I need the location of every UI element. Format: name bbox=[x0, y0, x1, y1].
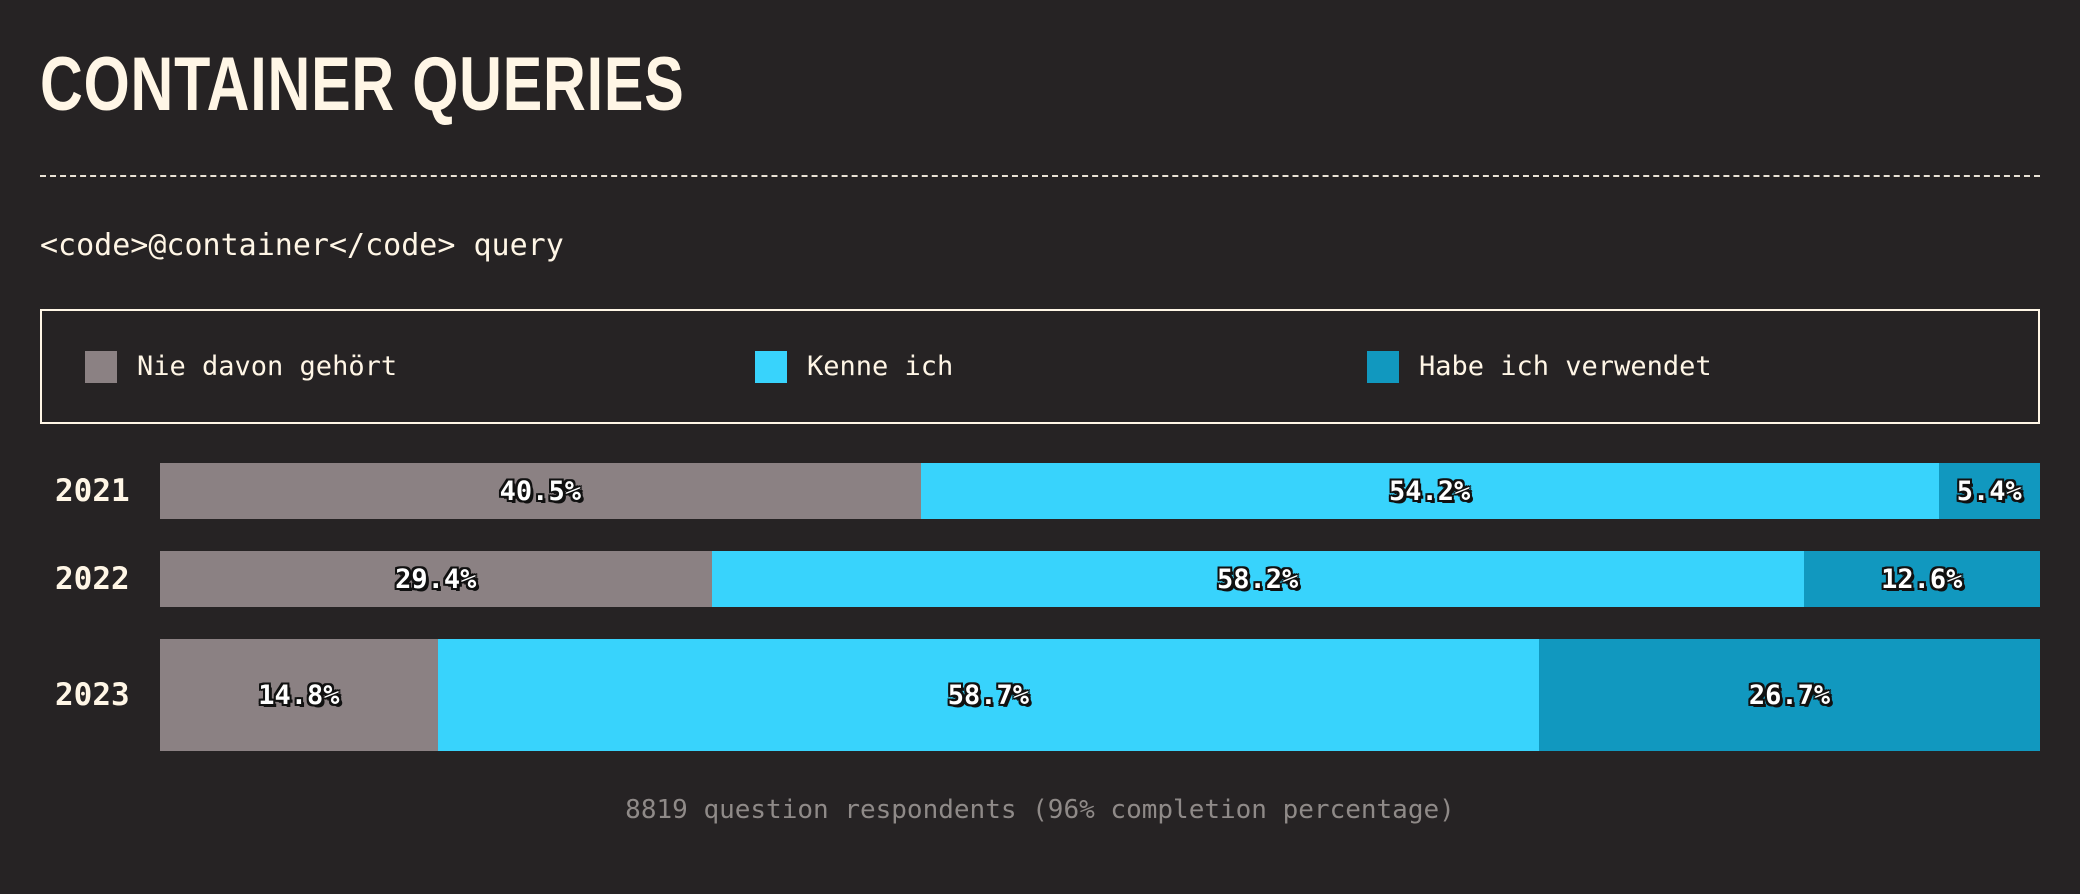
bar-segment-2023-kenne-ich: 58.7% bbox=[437, 639, 1540, 751]
respondents-note: 8819 question respondents (96% completio… bbox=[625, 795, 1455, 825]
bar-segment-2023-habe-ich-verwendet: 26.7% bbox=[1539, 639, 2040, 751]
legend-label-kenne-ich: Kenne ich bbox=[807, 351, 954, 382]
bar-segment-2022-habe-ich-verwendet: 12.6% bbox=[1803, 551, 2040, 607]
data-label-2022-kenne-ich: 58.2% bbox=[1216, 563, 1299, 595]
chart-subtitle: <code>@container</code> query bbox=[40, 228, 564, 263]
bar-segment-2022-kenne-ich: 58.2% bbox=[711, 551, 1804, 607]
bar-segment-2021-nie-davon-gehoert: 40.5% bbox=[160, 463, 921, 519]
chart-legend: Nie davon gehört Kenne ich Habe ich verw… bbox=[40, 309, 2040, 424]
dashed-divider bbox=[40, 175, 2040, 177]
data-label-2021-nie-davon-gehoert: 40.5% bbox=[499, 475, 581, 507]
page-title: CONTAINER QUERIES bbox=[40, 42, 685, 127]
row-label-2021: 2021 bbox=[55, 473, 130, 509]
legend-swatch-nie-davon-gehoert bbox=[85, 351, 117, 383]
data-label-2022-nie-davon-gehoert: 29.4% bbox=[395, 563, 477, 595]
row-label-2022: 2022 bbox=[55, 561, 130, 597]
bar-2022: 29.4% 58.2% 12.6% bbox=[160, 551, 2040, 607]
legend-item-kenne-ich[interactable]: Kenne ich bbox=[755, 351, 953, 383]
bar-segment-2021-kenne-ich: 54.2% bbox=[920, 463, 1939, 519]
data-label-2023-habe-ich-verwendet: 26.7% bbox=[1748, 679, 1831, 711]
legend-swatch-habe-ich-verwendet bbox=[1367, 351, 1399, 383]
data-label-2023-kenne-ich: 58.7% bbox=[947, 679, 1029, 711]
bar-2023: 14.8% 58.7% 26.7% bbox=[160, 639, 2040, 751]
bar-segment-2021-habe-ich-verwendet: 5.4% bbox=[1938, 463, 2040, 519]
data-label-2021-kenne-ich: 54.2% bbox=[1388, 475, 1471, 507]
legend-swatch-kenne-ich bbox=[755, 351, 787, 383]
data-label-2021-habe-ich-verwendet: 5.4% bbox=[1956, 475, 2022, 507]
bar-segment-2023-nie-davon-gehoert: 14.8% bbox=[160, 639, 438, 751]
legend-item-nie-davon-gehoert[interactable]: Nie davon gehört bbox=[85, 351, 397, 383]
legend-label-habe-ich-verwendet: Habe ich verwendet bbox=[1419, 351, 1712, 382]
row-label-2023: 2023 bbox=[55, 677, 130, 713]
data-label-2022-habe-ich-verwendet: 12.6% bbox=[1881, 563, 1963, 595]
legend-item-habe-ich-verwendet[interactable]: Habe ich verwendet bbox=[1367, 351, 1712, 383]
bar-2021: 40.5% 54.2% 5.4% bbox=[160, 463, 2040, 519]
data-label-2023-nie-davon-gehoert: 14.8% bbox=[258, 679, 340, 711]
bar-segment-2022-nie-davon-gehoert: 29.4% bbox=[160, 551, 712, 607]
legend-label-nie-davon-gehoert: Nie davon gehört bbox=[137, 351, 398, 382]
